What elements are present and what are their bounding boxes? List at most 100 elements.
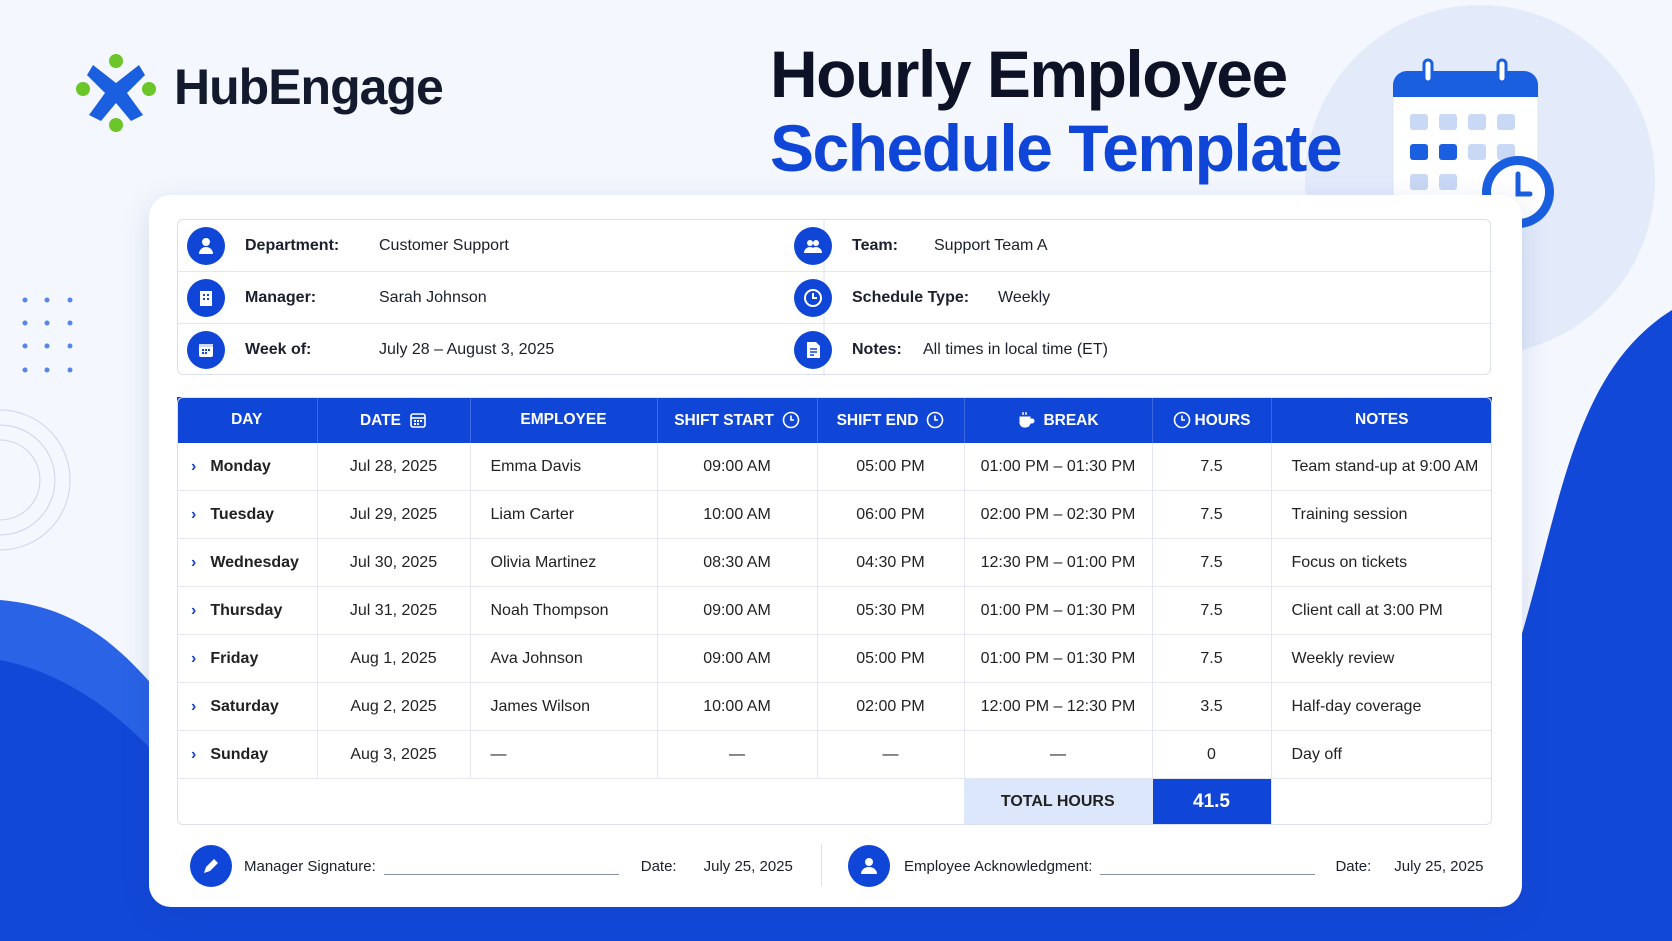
cell: 05:00 PM: [817, 443, 965, 491]
cell: James Wilson: [470, 682, 658, 731]
break: 12:00 PM – 12:30 PM: [980, 697, 1136, 715]
title-line-1: Hourly Employee: [770, 37, 1288, 111]
notes: Training session: [1291, 505, 1408, 523]
cell: › Thursday: [177, 586, 318, 635]
cell: Team stand-up at 9:00 AM: [1271, 443, 1492, 491]
shift-end: 02:00 PM: [856, 697, 925, 715]
info-glyph: [200, 291, 212, 306]
info-label: Department:: [245, 237, 340, 254]
shift-start: 09:00 AM: [703, 457, 771, 475]
cell: 01:00 PM – 01:30 PM: [964, 634, 1153, 683]
cell: —: [817, 730, 965, 779]
schedule-row: › Wednesday Jul 30, 2025 Olivia Martinez 08:…: [177, 538, 1492, 587]
cell: Aug 3, 2025: [317, 730, 471, 779]
info-row: Department: Customer Support: [187, 220, 509, 272]
cell: Liam Carter: [470, 490, 658, 539]
info-row: Notes: All times in local time (ET): [794, 324, 1108, 376]
info-glyph: [804, 289, 822, 307]
cell: 05:00 PM: [817, 634, 965, 683]
cell: 10:00 AM: [657, 682, 818, 731]
hours: 7.5: [1200, 649, 1223, 667]
cell: Noah Thompson: [470, 586, 658, 635]
header-cell: NOTES: [1271, 397, 1492, 443]
break: 01:00 PM – 01:30 PM: [980, 601, 1136, 619]
cell: Aug 1, 2025: [317, 634, 471, 683]
total-spacer: [177, 779, 964, 825]
date: Jul 28, 2025: [349, 457, 438, 475]
header-label: SHIFT END: [836, 411, 919, 429]
info-label: Team:: [852, 237, 898, 254]
info-icon: [187, 331, 225, 369]
info-glyph: [199, 238, 213, 254]
person-icon: [848, 845, 890, 887]
cell: › Friday: [177, 634, 318, 683]
day: Monday: [210, 457, 271, 475]
header-label: HOURS: [1194, 411, 1251, 429]
info-icon: [794, 331, 832, 369]
info-label: Manager:: [245, 289, 317, 306]
day: Wednesday: [210, 553, 299, 571]
header-cell: DATE: [317, 397, 471, 443]
notes: Team stand-up at 9:00 AM: [1291, 457, 1479, 475]
cell: Jul 28, 2025: [317, 443, 471, 491]
total-row: TOTAL HOURS 41.5: [177, 778, 1492, 825]
cell: 7.5: [1152, 538, 1272, 587]
cell: Olivia Martinez: [470, 538, 658, 587]
cell: 02:00 PM: [817, 682, 965, 731]
date: Jul 30, 2025: [349, 553, 438, 571]
header-label: NOTES: [1355, 411, 1409, 428]
cell: 7.5: [1152, 443, 1272, 491]
brand: HubEngage: [174, 59, 444, 115]
cell: Aug 2, 2025: [317, 682, 471, 731]
cell: 09:00 AM: [657, 634, 818, 683]
date: Aug 2, 2025: [350, 697, 437, 715]
break: 12:30 PM – 01:00 PM: [980, 553, 1136, 571]
bg-dots: [22, 297, 73, 373]
row-chevron: ›: [191, 745, 197, 763]
cell: 12:00 PM – 12:30 PM: [964, 682, 1153, 731]
shift-end: 05:00 PM: [856, 457, 925, 475]
cell: Day off: [1271, 730, 1492, 779]
cell: › Saturday: [177, 682, 318, 731]
manager-signature-label: Manager Signature:: [244, 857, 376, 875]
break: —: [1050, 745, 1066, 763]
employee-ack-block: Employee Acknowledgment: Date: July 25, …: [848, 845, 1484, 887]
break: 02:00 PM – 02:30 PM: [980, 505, 1136, 523]
notes: Focus on tickets: [1291, 553, 1408, 571]
date: Jul 31, 2025: [349, 601, 438, 619]
cell: Weekly review: [1271, 634, 1492, 683]
header-icon: [1019, 411, 1035, 427]
header-icon: [1173, 411, 1190, 428]
bg-rings: [0, 409, 71, 551]
info-glyph: [804, 240, 822, 253]
date: Aug 3, 2025: [350, 745, 437, 763]
schedule-row: › Sunday Aug 3, 2025 — — — — 0 Day off: [177, 730, 1492, 779]
row-chevron: ›: [191, 697, 197, 715]
header-label: DATE: [359, 411, 402, 429]
info-icon: [187, 227, 225, 265]
cell: Ava Johnson: [470, 634, 658, 683]
shift-end: 05:30 PM: [856, 601, 925, 619]
shift-start: —: [729, 745, 745, 763]
header-icon: [927, 411, 944, 428]
cell: 04:30 PM: [817, 538, 965, 587]
schedule-table: DAY DATE EMPLOYEE SHIFT START SHIFT END BREAK…: [177, 397, 1492, 824]
shift-end: —: [882, 745, 899, 763]
cell: 06:00 PM: [817, 490, 965, 539]
cell: 01:00 PM – 01:30 PM: [964, 443, 1153, 491]
shift-start: 10:00 AM: [703, 505, 771, 523]
date: Jul 29, 2025: [349, 505, 438, 523]
cell: Training session: [1271, 490, 1492, 539]
row-chevron: ›: [191, 649, 197, 667]
manager-signature-line: [383, 858, 619, 875]
info-icon: [794, 279, 832, 317]
info-label: Week of:: [245, 341, 312, 358]
cell: Jul 31, 2025: [317, 586, 471, 635]
header-label: DAY: [231, 411, 263, 428]
cell: 7.5: [1152, 586, 1272, 635]
pen-icon: [190, 845, 232, 887]
cell: —: [657, 730, 818, 779]
info-value: Weekly: [998, 289, 1051, 306]
